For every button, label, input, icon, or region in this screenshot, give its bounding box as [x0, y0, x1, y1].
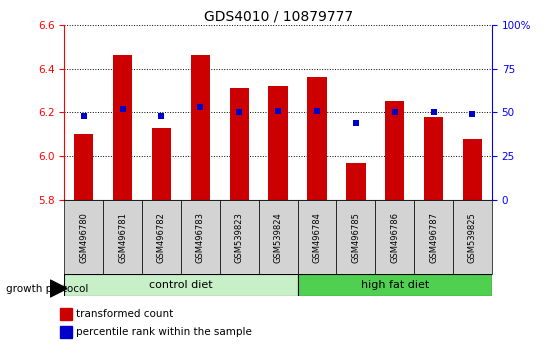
Polygon shape — [50, 280, 67, 297]
Bar — [259, 200, 297, 274]
Text: GSM496780: GSM496780 — [79, 212, 88, 263]
Bar — [453, 200, 492, 274]
Text: GSM496784: GSM496784 — [312, 212, 321, 263]
Title: GDS4010 / 10879777: GDS4010 / 10879777 — [203, 10, 353, 24]
Bar — [191, 56, 210, 200]
Text: GSM496783: GSM496783 — [196, 212, 205, 263]
Bar — [103, 200, 142, 274]
Bar — [60, 308, 72, 320]
Bar — [230, 88, 249, 200]
Bar — [64, 274, 297, 296]
Bar — [414, 200, 453, 274]
Bar — [385, 102, 405, 200]
Text: GSM496781: GSM496781 — [118, 212, 127, 263]
Text: GSM496787: GSM496787 — [429, 212, 438, 263]
Bar — [375, 200, 414, 274]
Bar — [64, 200, 103, 274]
Bar — [337, 200, 375, 274]
Bar — [220, 200, 259, 274]
Bar — [60, 326, 72, 338]
Text: GSM539823: GSM539823 — [235, 212, 244, 263]
Text: growth protocol: growth protocol — [6, 284, 88, 293]
Text: GSM496786: GSM496786 — [390, 212, 399, 263]
Bar — [142, 200, 181, 274]
Bar — [268, 86, 288, 200]
Bar — [297, 200, 337, 274]
Bar — [346, 163, 366, 200]
Text: GSM496782: GSM496782 — [157, 212, 166, 263]
Bar — [424, 117, 443, 200]
Text: GSM496785: GSM496785 — [352, 212, 361, 263]
Bar — [74, 134, 93, 200]
Bar — [113, 56, 132, 200]
Bar — [181, 200, 220, 274]
Text: percentile rank within the sample: percentile rank within the sample — [76, 327, 252, 337]
Text: control diet: control diet — [149, 280, 213, 290]
Text: GSM539825: GSM539825 — [468, 212, 477, 263]
Bar — [463, 139, 482, 200]
Bar — [151, 128, 171, 200]
Text: transformed count: transformed count — [76, 309, 173, 319]
Text: GSM539824: GSM539824 — [273, 212, 283, 263]
Bar — [307, 77, 326, 200]
Text: high fat diet: high fat diet — [361, 280, 429, 290]
Bar — [297, 274, 492, 296]
